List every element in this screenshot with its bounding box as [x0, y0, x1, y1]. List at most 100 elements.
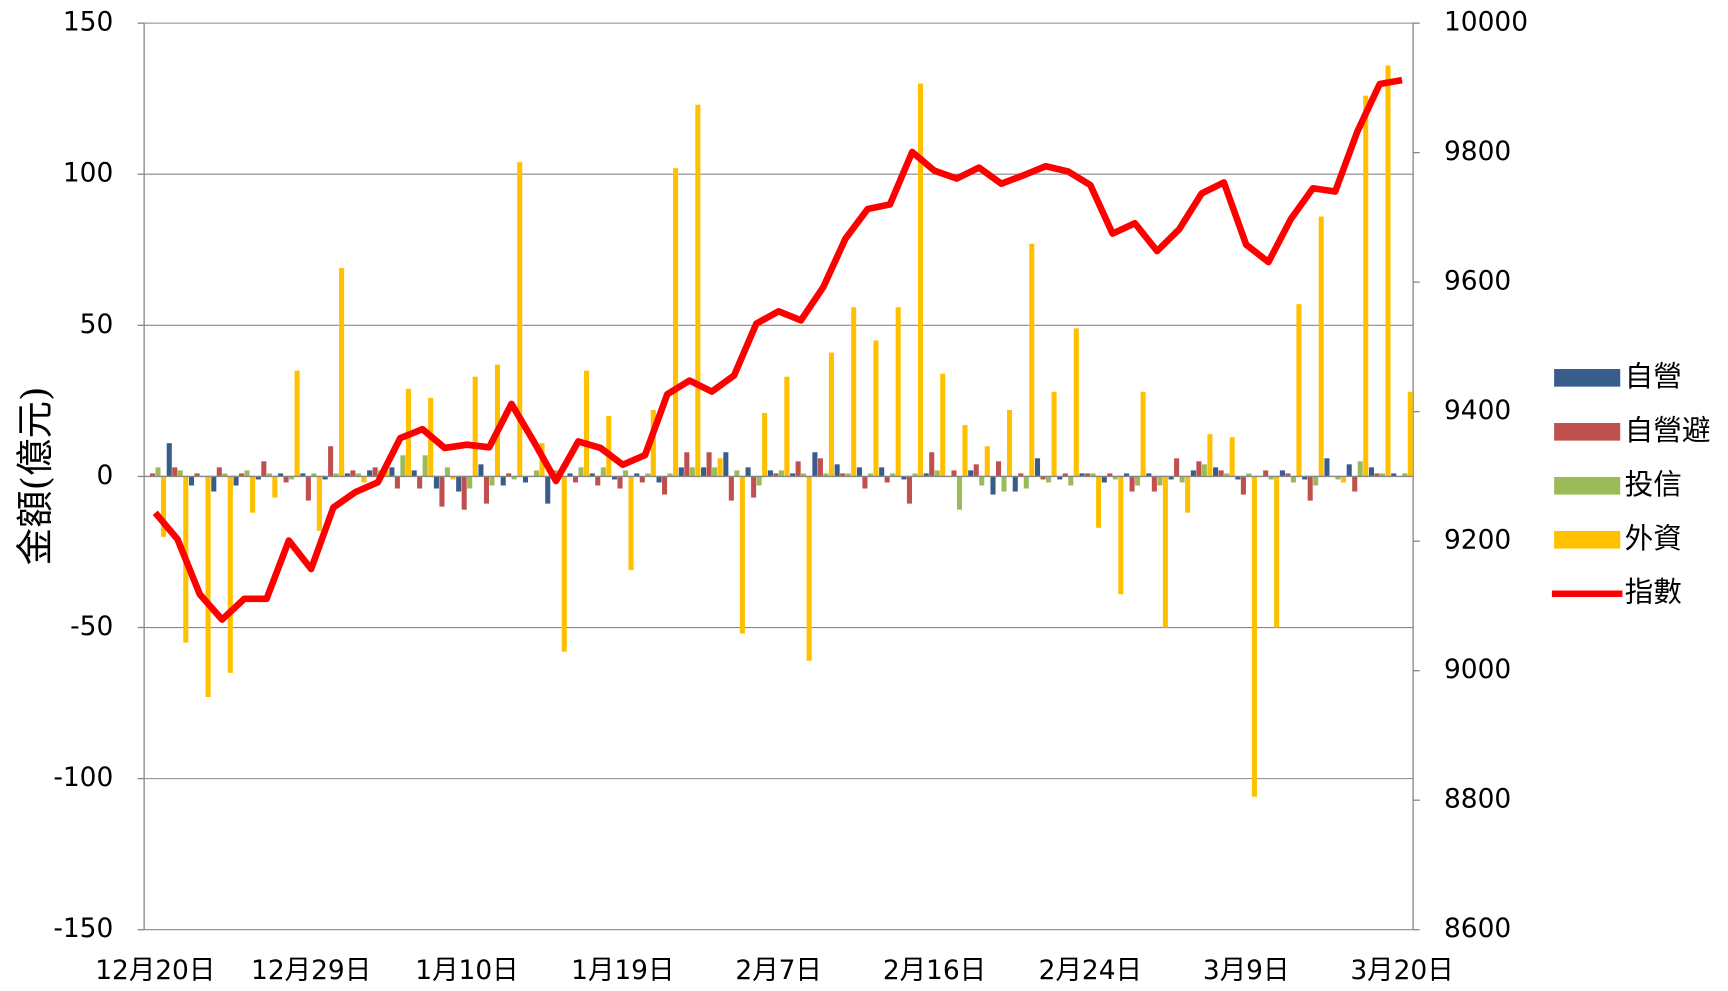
bar: [422, 455, 428, 477]
bar: [1268, 476, 1274, 480]
bar: [1363, 95, 1369, 477]
bar: [600, 467, 606, 477]
x-tick-label: 1月19日: [571, 955, 674, 986]
bar: [806, 476, 812, 661]
x-tick-label: 2月16日: [883, 955, 986, 986]
bar: [1006, 409, 1013, 477]
bar: [533, 470, 540, 477]
legend-label: 自營避: [1625, 413, 1711, 447]
bar: [650, 409, 656, 477]
bar: [795, 461, 801, 477]
legend-swatch: [1554, 369, 1621, 387]
legend-swatch: [1554, 423, 1621, 441]
y-tick-label: 100: [63, 158, 113, 189]
bar: [884, 476, 890, 483]
bar: [1096, 476, 1102, 528]
bar: [695, 104, 701, 477]
bar: [1307, 476, 1313, 501]
bar: [712, 467, 718, 477]
bar: [973, 464, 979, 477]
bar: [1085, 473, 1091, 477]
bar: [962, 425, 968, 477]
legend-label: 自營: [1625, 359, 1682, 393]
bar: [583, 370, 590, 477]
bar: [917, 83, 924, 477]
bar: [1196, 461, 1202, 477]
bar: [1034, 458, 1041, 477]
bar: [149, 473, 156, 477]
bar: [739, 476, 745, 634]
bar: [817, 458, 823, 477]
bar: [634, 473, 640, 477]
bar: [1246, 473, 1252, 477]
bar: [673, 168, 679, 477]
bar: [1073, 328, 1079, 477]
bar: [1229, 437, 1235, 477]
bar: [678, 467, 684, 477]
bar: [968, 470, 974, 477]
bar: [1062, 473, 1068, 477]
bar: [1324, 458, 1330, 477]
bar: [472, 376, 478, 477]
y2-tick-label: 9800: [1444, 136, 1511, 167]
bar: [751, 476, 757, 498]
bar: [244, 470, 250, 477]
bar: [951, 470, 957, 477]
bar: [667, 473, 673, 477]
bar: [1057, 476, 1063, 480]
bar: [433, 476, 439, 489]
bar: [1140, 391, 1146, 477]
bar: [956, 476, 963, 510]
bar: [901, 476, 907, 480]
bar: [500, 476, 506, 486]
bar: [266, 473, 272, 477]
bar: [155, 467, 161, 477]
bar: [339, 267, 345, 477]
bar: [1190, 470, 1196, 477]
bar: [283, 476, 289, 483]
y-tick-label: -50: [70, 611, 113, 642]
bar: [1029, 243, 1035, 477]
bar: [572, 476, 579, 483]
bar: [300, 473, 306, 477]
bar: [1263, 470, 1269, 477]
bar: [1151, 476, 1157, 492]
bar: [912, 473, 918, 477]
bar: [1040, 476, 1046, 480]
bar: [467, 476, 473, 489]
bar: [617, 476, 623, 489]
bar: [639, 476, 645, 483]
bar: [1224, 473, 1230, 477]
bar: [567, 473, 573, 477]
bar: [1279, 470, 1285, 477]
bar: [923, 473, 929, 477]
bar: [517, 162, 523, 477]
bar: [728, 476, 734, 501]
bar: [1285, 473, 1291, 477]
legend-label: 指數: [1625, 575, 1682, 609]
bar: [990, 476, 996, 495]
bar: [1179, 476, 1185, 483]
x-tick-label: 1月10日: [415, 955, 518, 986]
bar: [1174, 458, 1180, 477]
bar: [1112, 476, 1118, 480]
x-tick-label: 12月29日: [251, 955, 371, 986]
bar: [611, 476, 618, 480]
bar: [1407, 391, 1413, 477]
bar: [188, 476, 195, 486]
x-tick-label: 12月20日: [95, 955, 215, 986]
bar: [545, 476, 551, 504]
bar: [840, 473, 846, 477]
bar: [828, 352, 834, 477]
y-tick-label: 50: [80, 309, 114, 340]
y-tick-label: 0: [96, 460, 113, 491]
bar: [367, 470, 373, 477]
bar: [361, 476, 367, 483]
bar: [790, 473, 796, 477]
bar: [194, 473, 200, 477]
bar: [389, 467, 395, 477]
bar: [411, 470, 417, 477]
bar: [439, 476, 445, 507]
bar: [522, 476, 529, 483]
bar: [895, 307, 901, 477]
